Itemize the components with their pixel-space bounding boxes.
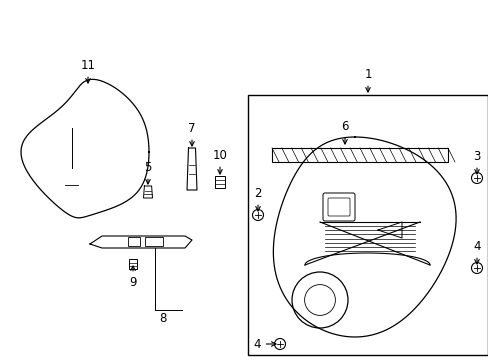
FancyBboxPatch shape [323, 193, 354, 221]
Text: 3: 3 [472, 149, 480, 174]
Bar [271, 148, 447, 162]
Text: 10: 10 [212, 149, 227, 174]
Text: 4: 4 [253, 338, 275, 351]
Text: 1: 1 [364, 68, 371, 92]
Bar [215, 176, 224, 188]
Bar [128, 237, 140, 246]
Bar [247, 95, 487, 355]
FancyBboxPatch shape [327, 198, 349, 216]
Text: 4: 4 [472, 239, 480, 264]
Text: 2: 2 [254, 186, 261, 211]
Text: 9: 9 [129, 266, 137, 289]
Bar [129, 259, 137, 269]
Text: 7: 7 [188, 122, 195, 146]
Text: 6: 6 [341, 120, 348, 144]
Text: 5: 5 [144, 161, 151, 184]
Text: 8: 8 [159, 311, 166, 324]
Bar [145, 237, 163, 246]
Text: 11: 11 [81, 59, 95, 83]
